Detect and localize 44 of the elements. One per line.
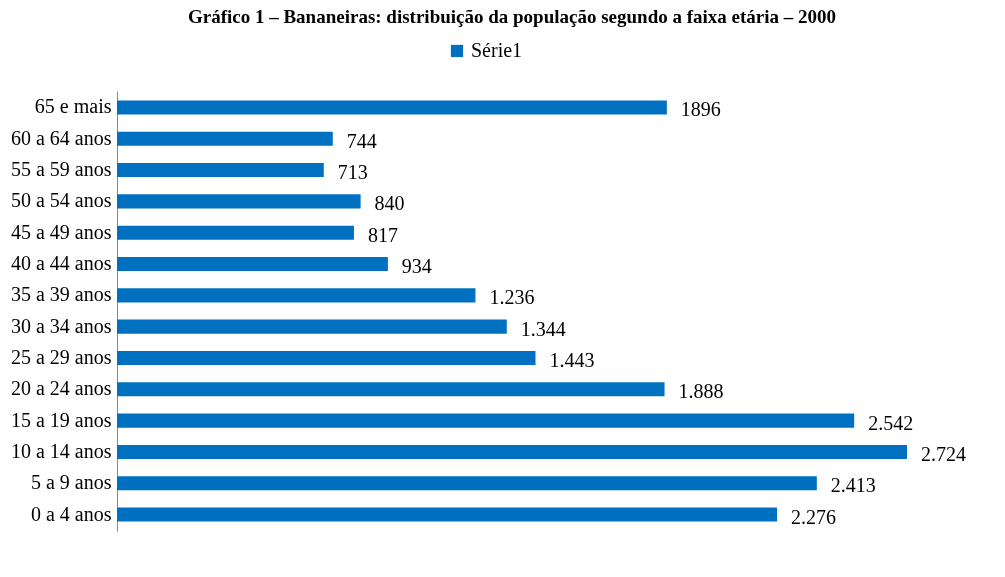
bar — [117, 413, 855, 428]
data-label: 2.276 — [791, 505, 837, 528]
bar — [117, 507, 778, 522]
data-label: 1896 — [680, 98, 721, 121]
bar — [117, 319, 507, 334]
data-label: 2.413 — [830, 474, 876, 497]
y-tick-label: 10 a 14 anos — [10, 439, 112, 462]
data-label: 1.888 — [678, 380, 724, 403]
bar — [117, 163, 324, 178]
y-tick-label: 50 a 54 anos — [10, 189, 112, 212]
chart-title: Gráfico 1 – Bananeiras: distribuição da população segundo a faixa etária – 2000 — [187, 6, 837, 27]
y-tick-label: 40 a 44 anos — [10, 252, 112, 275]
legend-label: Série1 — [471, 39, 523, 61]
y-tick-label: 45 a 49 anos — [10, 220, 112, 243]
bar — [117, 288, 476, 303]
data-label: 934 — [401, 255, 432, 278]
bar — [117, 194, 361, 209]
y-tick-label: 30 a 34 anos — [10, 314, 112, 337]
y-tick-label: 25 a 29 anos — [10, 345, 112, 368]
data-label: 840 — [374, 192, 405, 215]
y-tick-label: 55 a 59 anos — [10, 158, 112, 181]
data-label: 1.443 — [549, 348, 595, 371]
data-label: 2.724 — [921, 442, 966, 465]
data-label: 713 — [337, 161, 368, 184]
data-label: 817 — [367, 223, 398, 246]
y-tick-label: 0 a 4 anos — [30, 502, 112, 525]
y-tick-label: 5 a 9 anos — [30, 471, 112, 494]
y-tick-label: 35 a 39 anos — [10, 283, 112, 306]
bar — [117, 350, 536, 366]
bar — [117, 256, 388, 272]
data-label: 1.344 — [520, 317, 566, 340]
bar — [117, 100, 667, 115]
data-label: 2.542 — [868, 411, 914, 434]
y-tick-label: 65 e mais — [34, 95, 112, 118]
bar — [117, 382, 665, 397]
data-label: 1.236 — [489, 286, 535, 309]
bar — [117, 225, 354, 240]
data-label: 744 — [346, 129, 377, 152]
bar — [117, 476, 817, 491]
y-tick-label: 15 a 19 anos — [10, 408, 112, 431]
y-tick-label: 60 a 64 anos — [10, 126, 112, 149]
y-tick-label: 20 a 24 anos — [10, 377, 112, 400]
bar — [117, 444, 907, 459]
bar — [117, 131, 333, 146]
